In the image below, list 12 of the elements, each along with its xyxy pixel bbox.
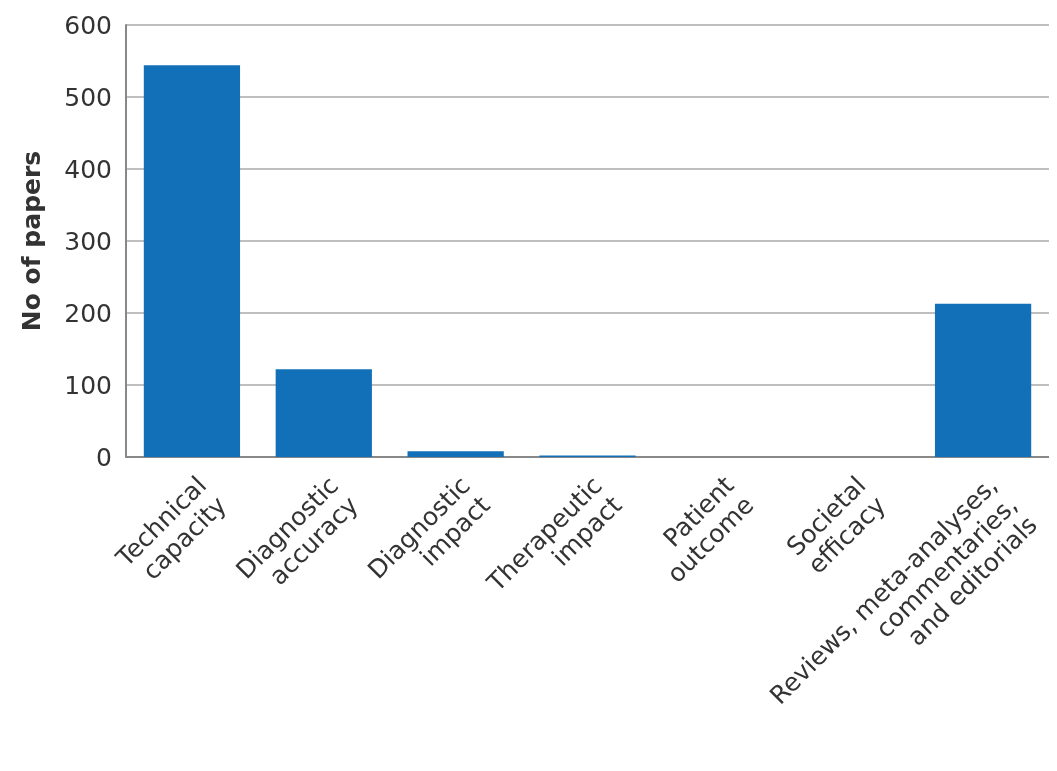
y-axis-title: No of papers bbox=[17, 150, 46, 332]
y-tick-label: 500 bbox=[64, 82, 112, 112]
bar bbox=[407, 451, 504, 457]
y-tick-label: 100 bbox=[64, 370, 112, 400]
y-tick-label: 300 bbox=[64, 226, 112, 256]
y-tick-label: 400 bbox=[64, 154, 112, 184]
y-tick-label: 0 bbox=[96, 442, 112, 472]
bar bbox=[275, 369, 372, 457]
bar bbox=[934, 303, 1032, 457]
y-tick-label: 200 bbox=[64, 298, 112, 328]
y-tick-label: 600 bbox=[64, 10, 112, 40]
bar bbox=[143, 65, 241, 457]
